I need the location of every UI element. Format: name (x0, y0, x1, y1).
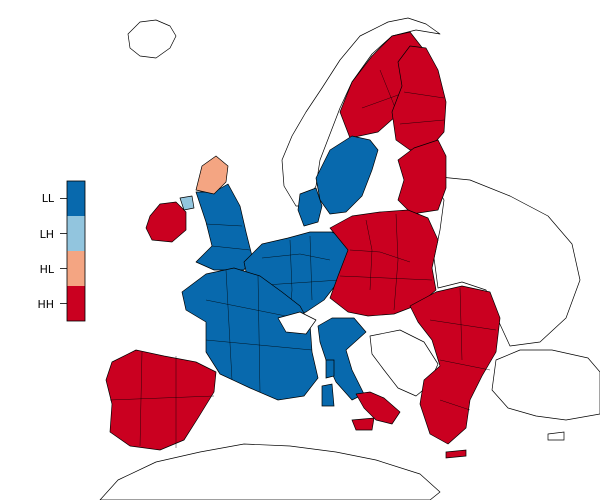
region-sweden-south (315, 135, 379, 215)
region-border (211, 245, 251, 251)
region-france (181, 267, 319, 401)
region-iceland (127, 19, 177, 59)
region-north-africa (99, 443, 441, 500)
legend-swatch-hl (67, 251, 85, 286)
region-border (393, 213, 399, 311)
region-cyprus (547, 431, 565, 441)
region-border (459, 287, 463, 361)
map-land (99, 17, 600, 500)
legend: LL LH HL HH (37, 180, 86, 322)
region-border (261, 253, 331, 261)
region-border (429, 319, 497, 331)
region-italy-north (317, 317, 367, 401)
region-border (349, 249, 411, 263)
region-border (439, 399, 471, 411)
region-northern-ireland (179, 195, 195, 211)
region-crete (445, 449, 467, 459)
map-islands (321, 359, 565, 459)
legend-label-hl: HL (40, 263, 55, 276)
region-italy-south (355, 391, 401, 425)
region-border (109, 395, 215, 401)
region-scotland-north (195, 155, 229, 195)
region-sardinia (321, 383, 335, 407)
region-border (439, 359, 491, 371)
legend-color-bar (66, 180, 86, 322)
region-balkans (409, 285, 501, 445)
region-finland (391, 45, 447, 151)
region-border (399, 119, 445, 125)
region-border (365, 219, 373, 291)
legend-label-hh: HH (37, 298, 54, 311)
legend-swatch-ll (67, 181, 85, 216)
region-border (139, 351, 143, 447)
region-sicily (351, 417, 375, 431)
region-border (205, 223, 243, 227)
legend-label-ll: LL (42, 192, 55, 205)
region-border (309, 235, 313, 301)
region-baltic-states (397, 139, 447, 215)
legend-frame (66, 180, 86, 322)
region-border (205, 339, 313, 351)
legend-swatch-lh (67, 216, 85, 251)
region-turkey (491, 349, 600, 421)
region-switzerland (277, 311, 317, 335)
region-border (339, 275, 433, 281)
region-border (257, 275, 261, 393)
legend-ticks (60, 198, 67, 304)
legend-label-lh: LH (40, 228, 54, 241)
region-denmark (297, 187, 323, 227)
region-ireland (145, 201, 187, 243)
region-border (403, 91, 445, 99)
region-norway (281, 17, 441, 207)
region-great-britain (195, 183, 253, 271)
region-border (225, 269, 233, 381)
region-corsica (325, 359, 335, 379)
region-iberia (105, 349, 217, 451)
legend-swatch-hh (67, 286, 85, 321)
